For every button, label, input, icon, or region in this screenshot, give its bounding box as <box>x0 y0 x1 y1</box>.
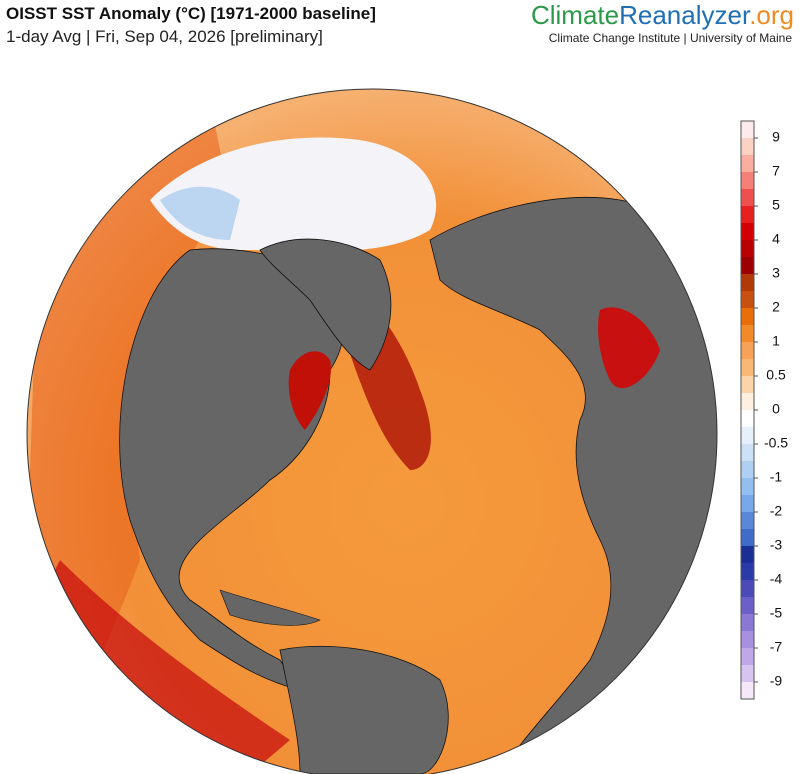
colorbar-segment <box>741 478 754 496</box>
colorbar-label: -9 <box>770 673 783 689</box>
colorbar-segment <box>741 325 754 343</box>
greenland <box>259 238 392 371</box>
colorbar-segment <box>741 631 754 649</box>
subtitle: 1-day Avg | Fri, Sep 04, 2026 [prelimina… <box>6 27 323 46</box>
colorbar-segment <box>741 155 754 173</box>
caspian-warm <box>598 307 660 389</box>
colorbar-segment <box>741 427 754 445</box>
colorbar-segment <box>741 444 754 462</box>
logo-part: Reanalyzer <box>619 0 751 30</box>
colorbar: 9 7 5 4 3 2 1 0.5 0 -0.5 -1 -2 -3 -4 -5 -7 -9 <box>741 121 788 700</box>
colorbar-label: 9 <box>772 129 780 145</box>
colorbar-segment <box>741 121 754 139</box>
colorbar-segment <box>741 665 754 683</box>
colorbar-segment <box>741 138 754 156</box>
colorbar-segment <box>741 376 754 394</box>
colorbar-frame <box>740 120 755 700</box>
title: OISST SST Anomaly (°C) [1971-2000 baseli… <box>6 4 376 23</box>
colorbar-label: -7 <box>770 639 783 655</box>
colorbar-segment <box>741 291 754 309</box>
colorbar-label: 1 <box>772 333 780 349</box>
colorbar-segment <box>741 563 754 581</box>
colorbar-segment <box>741 495 754 513</box>
globe-outline <box>26 88 718 774</box>
colorbar-segment <box>741 597 754 615</box>
caribbean-islands <box>219 589 321 626</box>
logo-tagline: Climate Change Institute | University of… <box>549 31 793 45</box>
colorbar-label: -1 <box>770 469 783 485</box>
colorbar-segment <box>741 546 754 564</box>
colorbar-segment <box>741 308 754 326</box>
colorbar-label: 7 <box>772 163 780 179</box>
colorbar-segment <box>741 172 754 190</box>
colorbar-segment <box>741 189 754 207</box>
colorbar-segment <box>741 648 754 666</box>
colorbar-segment <box>741 393 754 411</box>
colorbar-segment <box>741 529 754 547</box>
colorbar-label: 2 <box>772 299 780 315</box>
colorbar-segment <box>741 240 754 258</box>
colorbar-segment <box>741 342 754 360</box>
colorbar-label: -0.5 <box>764 435 788 451</box>
colorbar-label: 5 <box>772 197 780 213</box>
logo-part: Climate <box>531 0 619 30</box>
colorbar-label: -5 <box>770 605 783 621</box>
colorbar-segment <box>741 359 754 377</box>
logo: ClimateReanalyzer.org <box>531 0 794 30</box>
colorbar-segment <box>741 410 754 428</box>
equatorial-band <box>40 560 290 774</box>
colorbar-label: 0.5 <box>766 367 786 383</box>
colorbar-segment <box>741 257 754 275</box>
arctic-cool <box>160 186 240 240</box>
colorbar-label: 4 <box>772 231 780 247</box>
colorbar-segment <box>741 206 754 224</box>
colorbar-segment <box>741 223 754 241</box>
colorbar-label: -4 <box>770 571 783 587</box>
globe <box>27 89 717 774</box>
colorbar-label: -3 <box>770 537 783 553</box>
colorbar-segment <box>741 512 754 530</box>
colorbar-segment <box>741 461 754 479</box>
logo-part: .org <box>749 0 794 30</box>
colorbar-segment <box>741 274 754 292</box>
colorbar-segment <box>741 614 754 632</box>
colorbar-label: 0 <box>772 401 780 417</box>
south-america <box>279 645 449 774</box>
hudson-bay <box>288 351 331 430</box>
colorbar-label: -2 <box>770 503 783 519</box>
colorbar-segment <box>741 682 754 700</box>
colorbar-label: 3 <box>772 265 780 281</box>
colorbar-segment <box>741 580 754 598</box>
